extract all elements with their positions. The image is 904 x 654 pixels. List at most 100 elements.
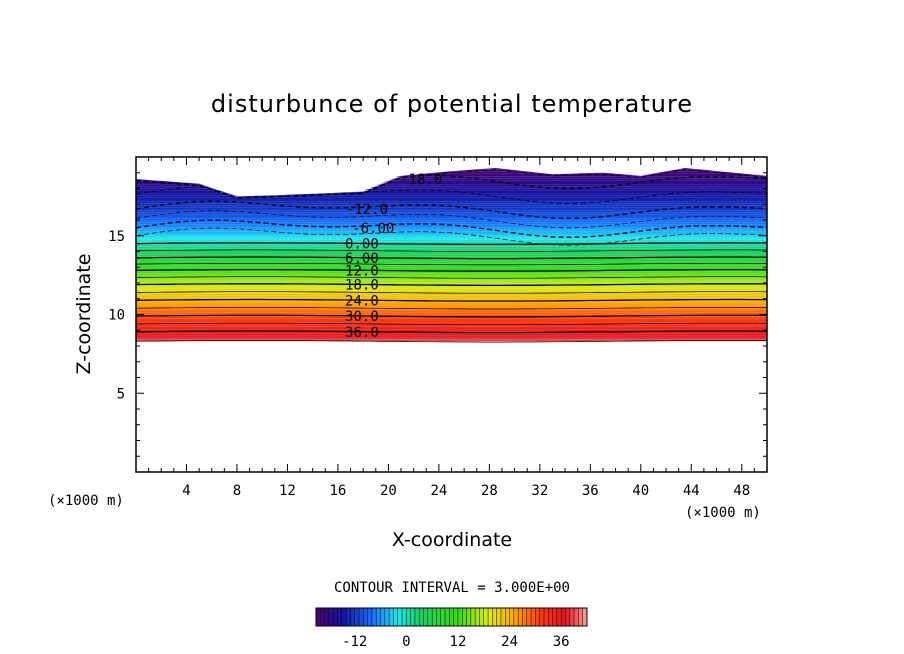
contour-label: -12.0 (346, 202, 388, 218)
colorbar-tick-label: 0 (402, 634, 410, 650)
colorbar-swatch (556, 608, 562, 626)
y-axis-label: Z-coordinate (73, 254, 95, 375)
colorbar-swatch (320, 608, 325, 626)
colorbar-swatch (337, 608, 343, 626)
contour-line (136, 322, 767, 326)
field-band (136, 192, 767, 194)
field-band (136, 235, 767, 238)
x-tick-label: 16 (329, 483, 346, 499)
field-band (136, 227, 767, 230)
field-band (136, 212, 767, 215)
colorbar-swatch (414, 608, 420, 626)
colorbar-swatch (479, 608, 485, 626)
colorbar-swatch (522, 608, 528, 626)
colorbar-swatch (406, 608, 411, 626)
field-band (136, 237, 767, 240)
colorbar-swatch (419, 608, 424, 626)
field-band (136, 222, 767, 225)
field-band (136, 190, 767, 192)
field-band (136, 278, 767, 281)
contour-line (136, 169, 767, 199)
y-tick-labels: 5 10 15 (108, 229, 125, 403)
colorbar-swatch (488, 608, 493, 626)
contour-line (136, 210, 767, 229)
contour-line (136, 268, 767, 272)
field-band (136, 171, 767, 174)
field-band (136, 316, 767, 319)
colorbar-swatch (518, 608, 523, 626)
contour-line (136, 256, 767, 260)
x-axis-unit: (×1000 m) (685, 505, 761, 521)
colorbar-swatch (402, 608, 407, 626)
contour-label: 30.0 (345, 309, 379, 325)
field-band (136, 209, 767, 211)
contour-line (136, 242, 767, 246)
contour-line (136, 200, 767, 220)
colorbar-swatch (376, 608, 381, 626)
colorbar-swatch (548, 608, 553, 626)
y-tick-label: 15 (108, 229, 125, 245)
field-band (136, 312, 767, 315)
colorbar-tick-labels: -12 0 12 24 36 (342, 634, 570, 650)
field-band (136, 226, 767, 228)
colorbar-swatch (543, 608, 549, 626)
field-band (136, 173, 767, 175)
field-band (136, 218, 767, 221)
field-band (136, 260, 767, 262)
field-band (136, 318, 767, 321)
colorbar-swatch (333, 608, 338, 626)
field-band (136, 201, 767, 204)
field-band (136, 210, 767, 213)
colorbar-swatch (453, 608, 459, 626)
colorbar-swatch (371, 608, 377, 626)
colorbar-swatch (359, 608, 364, 626)
contour-label: 0.00 (345, 237, 379, 253)
colorbar-swatch (328, 608, 334, 626)
field-band (136, 301, 767, 304)
field-band (136, 324, 767, 327)
field-band (136, 203, 767, 206)
field-band (136, 267, 767, 270)
colorbar-swatch (316, 608, 321, 626)
colorbar-tick-label: 24 (501, 634, 518, 650)
chart-title: disturbunce of potential temperature (211, 90, 693, 118)
colorbar-swatch (384, 608, 390, 626)
field-band (136, 239, 767, 242)
x-tick-labels: 4 8 12 16 20 24 28 32 36 40 44 48 (182, 483, 750, 499)
field-band (136, 244, 767, 247)
colorbar-swatch (582, 608, 588, 626)
contour-line (136, 249, 767, 252)
colorbar-swatch (574, 608, 579, 626)
colorbar-swatch (500, 608, 506, 626)
colorbar-swatch (462, 608, 467, 626)
field-band (136, 295, 767, 298)
colorbar-swatch (423, 608, 429, 626)
contour-label: 36.0 (345, 325, 379, 341)
field-band (136, 252, 767, 255)
field-band (136, 207, 767, 209)
colorbar-swatch (397, 608, 403, 626)
colorbar-swatch (410, 608, 416, 626)
field-band (136, 254, 767, 257)
field-band (136, 220, 767, 223)
x-tick-label: 8 (233, 483, 241, 499)
colorbar-swatch (432, 608, 437, 626)
colorbar-tick-label: 36 (553, 634, 570, 650)
contour-line (136, 262, 767, 266)
colorbar-swatch (513, 608, 519, 626)
contour-line (136, 330, 767, 334)
contour-line (136, 291, 767, 294)
contour-line (136, 314, 767, 318)
colorbar-swatch (492, 608, 497, 626)
colorbar-swatch (346, 608, 351, 626)
colorbar-tick-label: -12 (342, 634, 367, 650)
field-band (136, 182, 767, 185)
field-band (136, 280, 767, 283)
colorbar-swatch (475, 608, 480, 626)
field-band (136, 186, 767, 189)
contour-label: -18.0 (400, 172, 442, 188)
x-tick-label: 44 (683, 483, 700, 499)
colorbar-swatch (393, 608, 399, 626)
field-band (136, 178, 767, 181)
